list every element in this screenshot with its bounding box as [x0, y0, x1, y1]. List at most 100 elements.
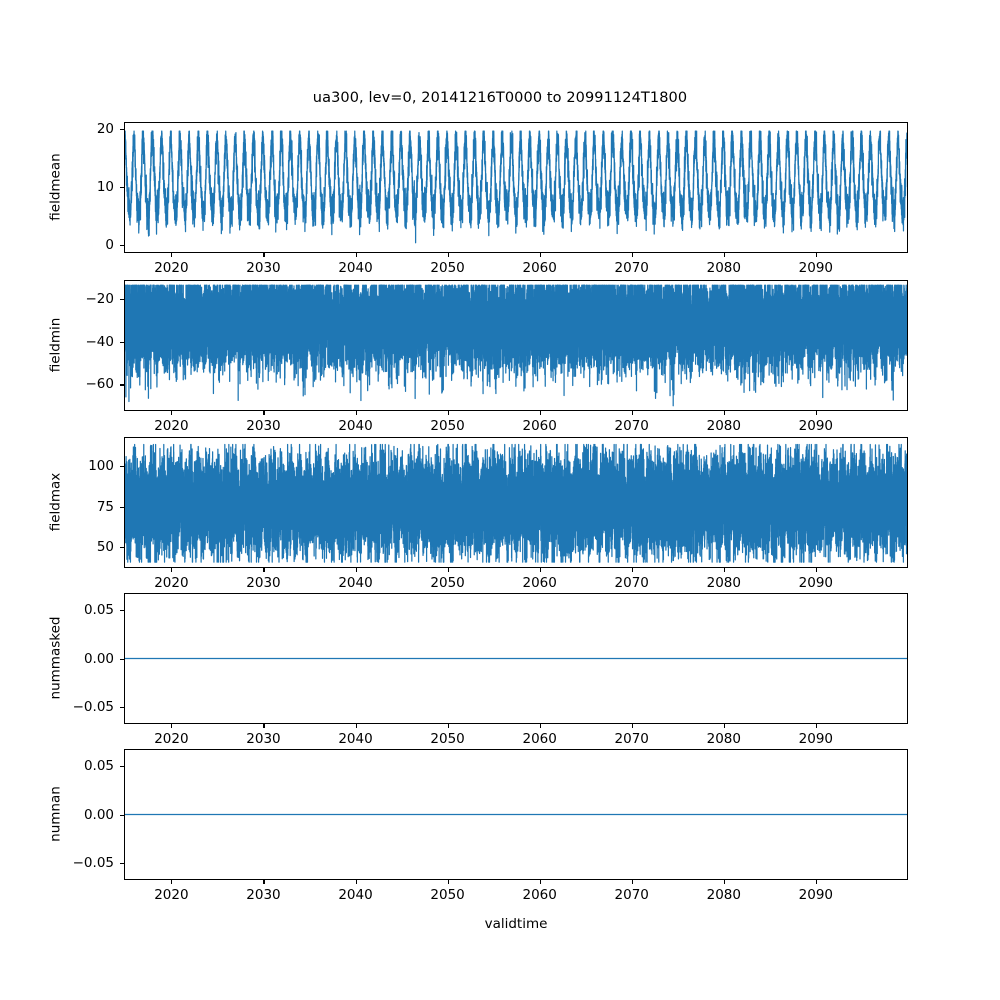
subplot-fieldmin [124, 280, 908, 411]
x-tick-mark [631, 253, 633, 257]
x-tick-mark [539, 253, 541, 257]
x-tick-mark [631, 724, 633, 728]
x-tick-label: 2080 [706, 575, 741, 591]
y-tick-mark [120, 341, 124, 343]
x-tick-label: 2070 [614, 418, 649, 434]
x-tick-label: 2080 [706, 260, 741, 276]
x-tick-label: 2020 [154, 731, 189, 747]
y-tick-mark [120, 547, 124, 549]
y-tick-label: −20 [85, 291, 115, 308]
x-tick-mark [355, 253, 357, 257]
plot-line-fieldmean [125, 123, 907, 252]
subplot-fieldmax [124, 437, 908, 568]
x-tick-mark [631, 880, 633, 884]
x-tick-label: 2080 [706, 418, 741, 434]
plot-line-numnan [125, 750, 907, 879]
x-tick-label: 2060 [522, 418, 557, 434]
x-tick-mark [815, 568, 817, 572]
y-tick-mark [120, 299, 124, 301]
x-tick-label: 2070 [614, 260, 649, 276]
x-tick-label: 2060 [522, 575, 557, 591]
x-tick-mark [171, 411, 173, 415]
x-tick-mark [355, 568, 357, 572]
x-tick-label: 2060 [522, 260, 557, 276]
y-tick-label: 0.00 [83, 650, 114, 667]
y-tick-label: 75 [96, 498, 114, 515]
x-tick-label: 2090 [798, 260, 834, 276]
figure-title: ua300, lev=0, 20141216T0000 to 20991124T… [312, 90, 688, 106]
x-tick-mark [447, 411, 449, 415]
y-tick-label: −60 [85, 376, 115, 393]
x-tick-mark [263, 253, 265, 257]
y-tick-label: 50 [96, 539, 114, 556]
x-tick-mark [631, 411, 633, 415]
x-tick-mark [539, 411, 541, 415]
x-tick-label: 2060 [522, 887, 557, 903]
x-tick-label: 2020 [154, 575, 189, 591]
subplot-nummasked [124, 593, 908, 724]
y-tick-mark [120, 186, 124, 188]
x-tick-mark [447, 253, 449, 257]
x-tick-label: 2080 [706, 887, 741, 903]
y-tick-mark [120, 863, 124, 865]
x-tick-mark [815, 724, 817, 728]
plot-line-nummasked [125, 594, 907, 723]
y-tick-label: 0.05 [83, 757, 114, 774]
plot-line-fieldmax [125, 438, 907, 567]
x-tick-mark [723, 411, 725, 415]
y-tick-label: 10 [96, 178, 114, 195]
x-tick-mark [447, 568, 449, 572]
x-tick-label: 2040 [338, 575, 373, 591]
x-tick-mark [539, 724, 541, 728]
x-tick-mark [815, 411, 817, 415]
x-tick-mark [631, 568, 633, 572]
x-tick-label: 2040 [338, 887, 373, 903]
y-tick-label: 0.05 [83, 601, 114, 618]
x-tick-mark [539, 568, 541, 572]
x-tick-label: 2020 [154, 418, 189, 434]
x-tick-label: 2050 [430, 418, 465, 434]
y-tick-label: −0.05 [72, 855, 114, 872]
y-tick-label: 0 [105, 237, 114, 254]
x-tick-label: 2080 [706, 731, 741, 747]
subplot-fieldmean [124, 122, 908, 253]
x-tick-mark [171, 724, 173, 728]
x-tick-mark [263, 724, 265, 728]
x-tick-label: 2040 [338, 418, 373, 434]
x-tick-label: 2030 [246, 418, 281, 434]
x-tick-mark [171, 568, 173, 572]
x-tick-mark [815, 253, 817, 257]
x-tick-mark [263, 568, 265, 572]
x-tick-label: 2040 [338, 731, 373, 747]
y-axis-label-numnan: numnan [47, 785, 63, 842]
x-tick-mark [171, 880, 173, 884]
x-tick-label: 2090 [798, 731, 834, 747]
plot-line-fieldmin [125, 281, 907, 410]
x-tick-mark [355, 880, 357, 884]
y-tick-label: −40 [85, 333, 115, 350]
x-tick-label: 2030 [246, 575, 281, 591]
x-tick-label: 2060 [522, 731, 557, 747]
y-tick-mark [120, 658, 124, 660]
x-tick-label: 2070 [614, 731, 649, 747]
x-tick-mark [447, 880, 449, 884]
x-tick-mark [723, 724, 725, 728]
y-tick-mark [120, 128, 124, 130]
y-tick-mark [120, 814, 124, 816]
y-tick-label: 100 [88, 457, 114, 474]
x-tick-label: 2030 [246, 260, 281, 276]
x-tick-label: 2030 [246, 731, 281, 747]
x-tick-label: 2020 [154, 887, 189, 903]
x-tick-label: 2050 [430, 260, 465, 276]
y-axis-label-fieldmin: fieldmin [47, 317, 63, 372]
x-tick-mark [723, 880, 725, 884]
y-tick-mark [120, 506, 124, 508]
x-tick-label: 2070 [614, 887, 649, 903]
x-tick-mark [815, 880, 817, 884]
x-tick-mark [447, 724, 449, 728]
x-tick-mark [539, 880, 541, 884]
x-tick-mark [355, 411, 357, 415]
y-tick-mark [120, 609, 124, 611]
y-tick-mark [120, 765, 124, 767]
y-tick-label: 20 [96, 120, 114, 137]
